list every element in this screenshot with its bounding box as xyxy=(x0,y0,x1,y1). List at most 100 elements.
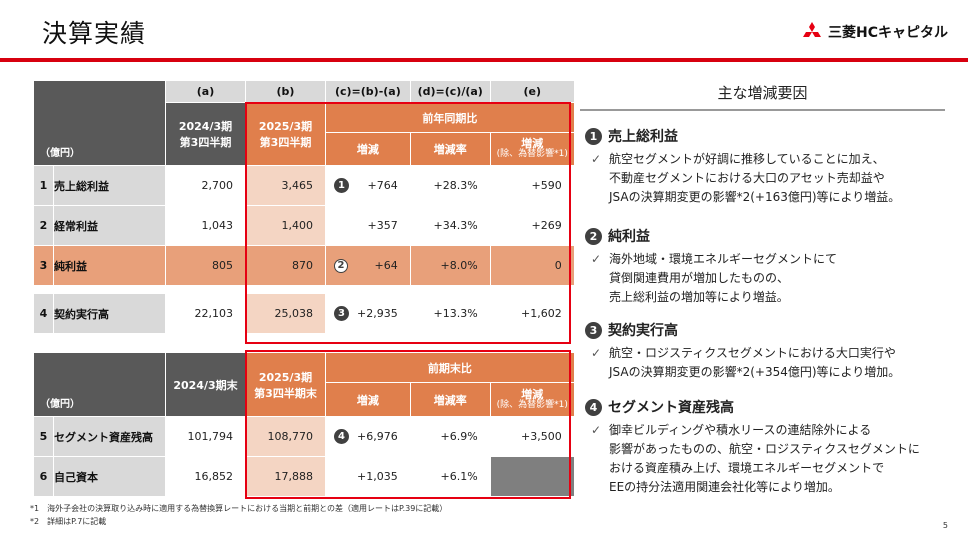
col-code-d: (d)=(c)/(a) xyxy=(409,80,491,103)
value-c: 4 +6,976 xyxy=(325,416,411,457)
value-d: +6.1% xyxy=(409,456,491,497)
sub-header-c: 増減 xyxy=(325,132,411,166)
value-a: 2,700 xyxy=(165,165,246,206)
reason-line: 海外地域・環境エネルギーセグメントにて xyxy=(609,252,838,266)
value-c-text: +6,976 xyxy=(357,430,398,443)
highlight-frame-1 xyxy=(245,102,571,344)
value-b: 870 xyxy=(245,245,326,286)
value-c-text: +764 xyxy=(367,179,398,192)
page-number: 5 xyxy=(942,521,948,530)
value-d: +6.9% xyxy=(409,416,491,457)
value-a: 1,043 xyxy=(165,205,246,246)
sub-header-e: 増減 (除、為替影響*1) xyxy=(489,132,575,166)
sub-header-e-label: 増減 xyxy=(521,387,544,401)
circled-number-icon: 3 xyxy=(334,306,349,321)
value-b: 17,888 xyxy=(245,456,326,497)
row-label: 売上総利益 xyxy=(53,165,166,206)
highlight-frame-2 xyxy=(245,350,571,499)
col-code-a: (a) xyxy=(165,80,246,103)
table-row: 2 経常利益 1,043 1,400 +357 +34.3% +269 xyxy=(33,205,575,246)
circled-number-icon: 2 xyxy=(585,227,602,245)
value-e: +3,500 xyxy=(489,416,575,457)
reason-heading: 契約実行高 xyxy=(608,323,678,339)
row-number: 6 xyxy=(33,456,54,497)
reason-line: 御幸ビルディングや積水リースの連結除外による xyxy=(609,423,872,437)
unit-label: （億円） xyxy=(33,80,166,166)
sub-header-c: 増減 xyxy=(325,382,411,417)
group-header: 前年同期比 xyxy=(325,102,575,133)
reason-item-4: 4 セグメント資産残高 ✓ 御幸ビルディングや積水リースの連結除外による 影響があ… xyxy=(585,397,955,497)
value-b: 1,400 xyxy=(245,205,326,246)
page-title: 決算実績 xyxy=(42,19,147,48)
circled-number-icon: 4 xyxy=(334,429,349,444)
row-label: 契約実行高 xyxy=(53,293,166,334)
value-d: +13.3% xyxy=(409,293,491,334)
check-icon: ✓ xyxy=(591,423,602,437)
sub-header-d: 増減率 xyxy=(409,382,491,417)
col-header-b: 2025/3期 第3四半期 xyxy=(245,102,326,166)
value-c-text: +64 xyxy=(374,259,398,272)
row-number: 4 xyxy=(33,293,54,334)
sub-header-e: 増減 (除、為替影響*1) xyxy=(489,382,575,417)
circled-number-icon: 1 xyxy=(334,178,349,193)
check-icon: ✓ xyxy=(591,252,602,266)
row-number: 5 xyxy=(33,416,54,457)
value-a: 101,794 xyxy=(165,416,246,457)
unit-label: （億円） xyxy=(33,352,166,417)
value-e-empty xyxy=(489,456,575,497)
check-icon: ✓ xyxy=(591,346,602,360)
value-c-text: +2,935 xyxy=(357,307,398,320)
row-number: 3 xyxy=(33,245,54,286)
logo-text: 三菱HCキャピタル xyxy=(828,25,948,41)
col-header-a: 2024/3期 第3四半期 xyxy=(165,102,246,166)
reason-item-1: 1 売上総利益 ✓ 航空セグメントが好調に推移していることに加え、 不動産セグメン… xyxy=(585,126,955,207)
sub-header-e-note: (除、為替影響*1) xyxy=(496,149,568,159)
row-label: 自己資本 xyxy=(53,456,166,497)
reason-line: 売上総利益の増加等により増益。 xyxy=(609,290,789,304)
value-e: +590 xyxy=(489,165,575,206)
table-row: 5 セグメント資産残高 101,794 108,770 4 +6,976 +6.9… xyxy=(33,416,575,457)
row-label: 純利益 xyxy=(53,245,166,286)
col-header-a: 2024/3期末 xyxy=(165,352,246,417)
value-e: +1,602 xyxy=(489,293,575,334)
group-header: 前期末比 xyxy=(325,352,575,383)
reason-heading: セグメント資産残高 xyxy=(608,400,734,416)
footnote-2: *2 詳細はP.7に記載 xyxy=(30,517,107,526)
table-row: 1 売上総利益 2,700 3,465 1 +764 +28.3% +590 xyxy=(33,165,575,206)
reasons-title: 主な増減要因 xyxy=(580,82,945,111)
col-header-b: 2025/3期 第3四半期末 xyxy=(245,352,326,417)
value-c: +357 xyxy=(325,205,411,246)
circled-number-icon: 2 xyxy=(334,258,348,273)
reason-heading: 売上総利益 xyxy=(608,129,678,145)
balance-table: （億円） 2024/3期末 2025/3期 第3四半期末 前期末比 増減 増減率… xyxy=(33,352,575,497)
value-e: +269 xyxy=(489,205,575,246)
col-code-b: (b) xyxy=(245,80,326,103)
reason-line: 影響があったものの、航空・ロジスティクスセグメントに xyxy=(609,442,920,456)
reason-line: JSAの決算期変更の影響*2(+354億円)等により増加。 xyxy=(609,365,901,379)
value-a: 805 xyxy=(165,245,246,286)
row-number: 2 xyxy=(33,205,54,246)
reason-item-2: 2 純利益 ✓ 海外地域・環境エネルギーセグメントにて 貸倒関連費用が増加したもの… xyxy=(585,226,955,307)
col-code-c: (c)=(b)-(a) xyxy=(325,80,411,103)
value-b: 25,038 xyxy=(245,293,326,334)
circled-number-icon: 1 xyxy=(585,127,602,145)
reason-line: 不動産セグメントにおける大口のアセット売却益や xyxy=(609,171,885,185)
circled-number-icon: 3 xyxy=(585,321,602,339)
reason-line: 航空セグメントが好調に推移していることに加え、 xyxy=(609,152,885,166)
table-row: 6 自己資本 16,852 17,888 +1,035 +6.1% xyxy=(33,456,575,497)
value-c: +1,035 xyxy=(325,456,411,497)
three-diamonds-icon xyxy=(803,22,821,37)
check-icon: ✓ xyxy=(591,152,602,166)
value-d: +8.0% xyxy=(409,245,491,286)
row-label: 経常利益 xyxy=(53,205,166,246)
sub-header-e-note: (除、為替影響*1) xyxy=(496,399,568,410)
col-code-e: (e) xyxy=(489,80,575,103)
table-row: 4 契約実行高 22,103 25,038 3 +2,935 +13.3% +1,… xyxy=(33,293,575,334)
reason-line: おける資産積み上げ、環境エネルギーセグメントで xyxy=(609,461,885,475)
circled-number-icon: 4 xyxy=(585,398,602,416)
header-divider xyxy=(0,58,968,62)
reason-line: EEの持分法適用関連会社化等により増加。 xyxy=(609,480,840,494)
reason-line: 貸倒関連費用が増加したものの、 xyxy=(609,271,790,285)
row-number: 1 xyxy=(33,165,54,206)
sub-header-d: 増減率 xyxy=(409,132,491,166)
